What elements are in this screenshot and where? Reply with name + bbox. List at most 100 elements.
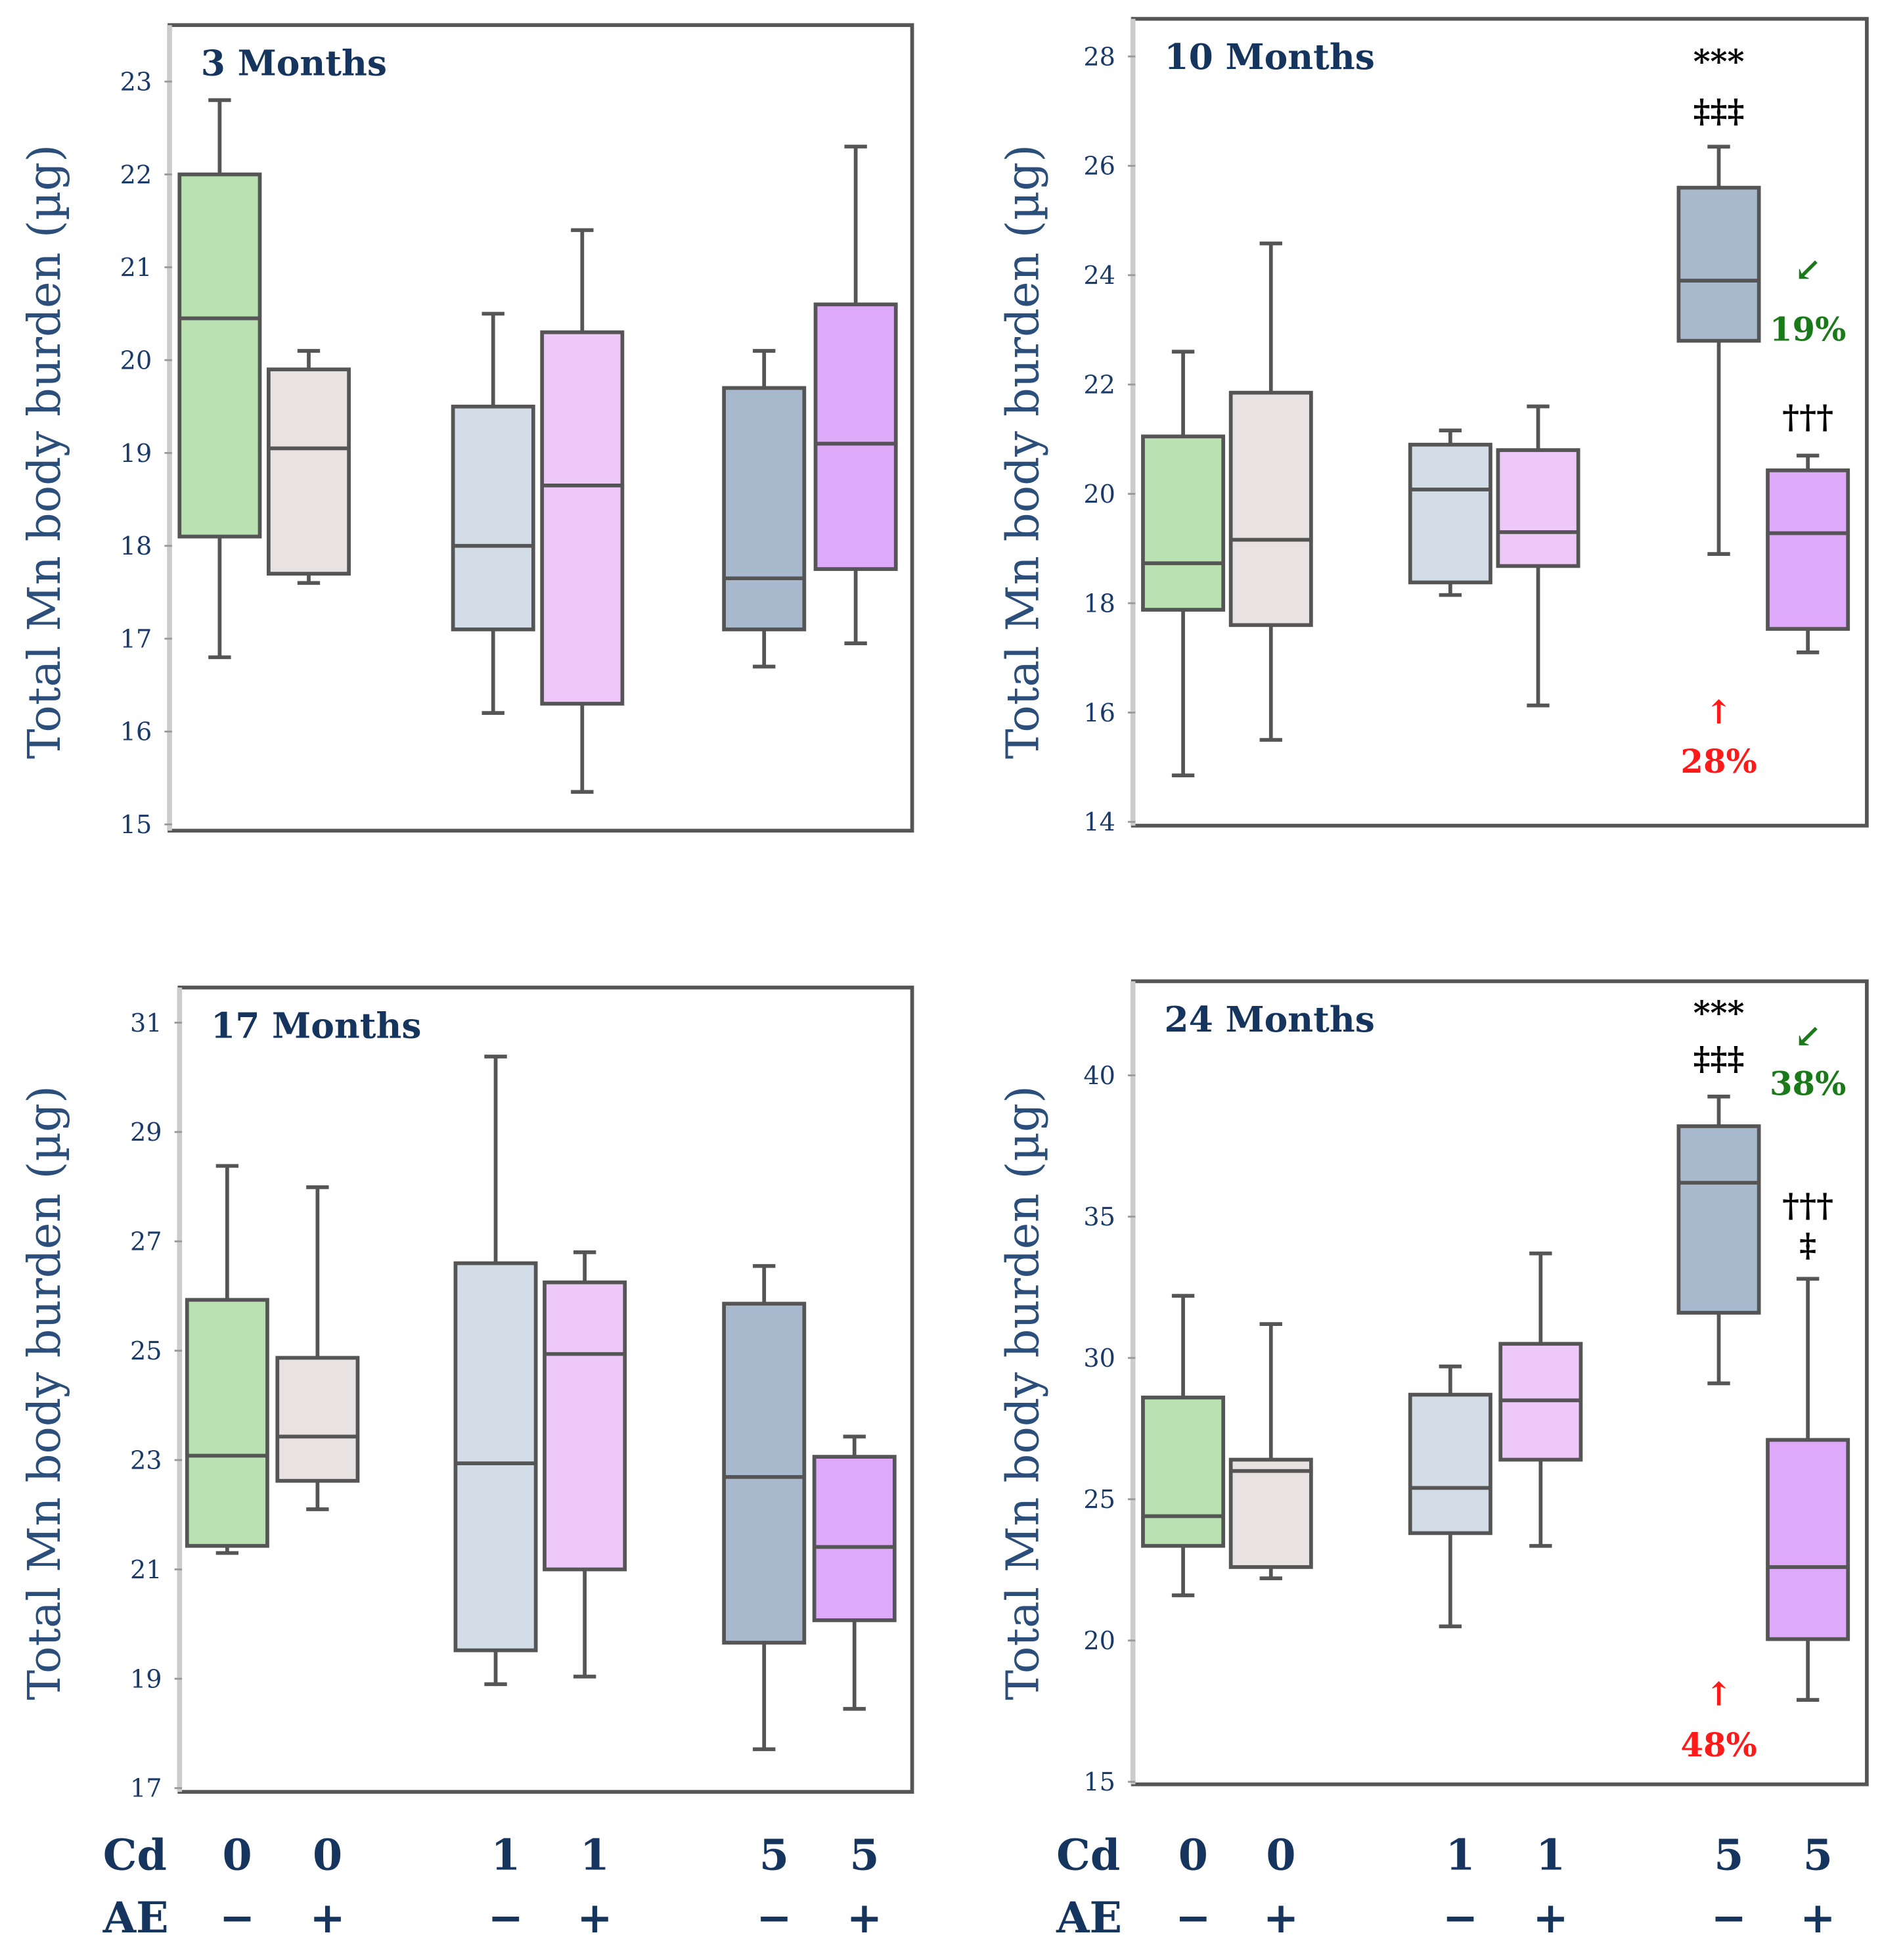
panel-1: 15 16 17 18 19 20 21 22 23 Total Mn body burden (… (18, 23, 914, 840)
significance-annotation: 48% (1680, 1725, 1757, 1764)
panel-title: 10 Months (1164, 36, 1374, 78)
y-tick-label: 19 (120, 440, 152, 468)
box-group-cd1-noae (1408, 428, 1492, 597)
significance-annotation: 19% (1770, 310, 1846, 349)
significance-annotation: ↑ (1705, 1675, 1733, 1714)
iqr-box (1228, 1457, 1313, 1569)
significance-annotation: *** (1693, 42, 1745, 81)
x-tick-cd: 1 (491, 1830, 520, 1880)
box-group-cd5-ae (813, 145, 898, 645)
x-tick-ae: − (1711, 1893, 1747, 1943)
y-tick-label: 24 (1083, 262, 1115, 290)
box-group-cd1-noae (451, 311, 535, 715)
iqr-box (1766, 468, 1850, 631)
significance-annotation: ↙ (1794, 250, 1822, 288)
significance-annotation: ††† (1782, 398, 1833, 436)
x-row-label-ae: AE (102, 1893, 169, 1943)
iqr-box (1676, 185, 1761, 343)
x-row-label-cd: Cd (103, 1830, 167, 1880)
y-tick-label: 22 (120, 161, 152, 190)
y-tick-label: 18 (1083, 589, 1115, 618)
box-group-cd0-ae (267, 349, 351, 585)
x-tick-cd: 5 (759, 1830, 789, 1880)
x-tick-ae: − (1175, 1893, 1211, 1943)
x-tick-ae: + (577, 1893, 612, 1943)
iqr-box (1408, 442, 1492, 585)
y-tick-label: 27 (130, 1228, 162, 1257)
box-group-cd5-noae (1676, 145, 1761, 557)
iqr-box (453, 1261, 538, 1652)
iqr-box (540, 330, 625, 706)
y-tick-label: 26 (1083, 152, 1115, 181)
iqr-box (1766, 1438, 1850, 1641)
box-group-cd0-noae (177, 98, 262, 660)
box-group-cd0-noae (1141, 350, 1226, 778)
y-tick-label: 25 (1083, 1486, 1115, 1515)
y-tick-label: 35 (1083, 1203, 1115, 1232)
x-tick-cd: 0 (223, 1830, 252, 1880)
x-tick-ae: + (1263, 1893, 1299, 1943)
iqr-box (813, 302, 898, 571)
y-tick-label: 19 (130, 1665, 162, 1694)
y-tick-label: 15 (120, 811, 152, 840)
box-group-cd5-ae (1766, 453, 1850, 654)
significance-annotation: 28% (1680, 742, 1757, 781)
y-tick-label: 23 (120, 68, 152, 97)
y-tick-label: 14 (1083, 808, 1115, 837)
y-tick-label: 40 (1083, 1062, 1115, 1091)
y-axis-label: Total Mn body burden (µg) (18, 1085, 71, 1700)
y-tick-label: 28 (1083, 43, 1115, 72)
x-tick-cd: 1 (1536, 1830, 1565, 1880)
box-group-cd1-ae (1496, 404, 1580, 708)
box-group-cd5-ae (812, 1434, 897, 1711)
iqr-box (1141, 1396, 1226, 1548)
box-group-cd5-noae (722, 349, 807, 669)
box-group-cd5-noae (722, 1264, 807, 1752)
x-tick-ae: + (309, 1893, 345, 1943)
box-group-cd1-ae (540, 228, 625, 794)
y-axis-label: Total Mn body burden (µg) (18, 145, 71, 759)
box-group-cd0-noae (185, 1164, 269, 1555)
y-tick-label: 23 (130, 1446, 162, 1475)
y-tick-label: 20 (120, 346, 152, 375)
box-group-cd0-ae (1228, 1322, 1313, 1581)
x-tick-ae: − (219, 1893, 255, 1943)
y-tick-label: 21 (130, 1556, 162, 1585)
significance-annotation: *** (1693, 993, 1745, 1032)
box-group-cd1-ae (1498, 1251, 1583, 1548)
x-tick-cd: 5 (1803, 1830, 1833, 1880)
x-row-label-ae: AE (1056, 1893, 1122, 1943)
x-tick-ae: + (1800, 1893, 1835, 1943)
y-tick-label: 20 (1083, 1627, 1115, 1656)
iqr-box (1676, 1124, 1761, 1315)
y-tick-label: 20 (1083, 480, 1115, 509)
x-tick-cd: 1 (580, 1830, 610, 1880)
y-tick-label: 30 (1083, 1344, 1115, 1373)
box-group-cd1-noae (1408, 1364, 1492, 1629)
panel-3: 17 19 21 23 25 27 29 31 Total Mn body burden (µg… (18, 986, 914, 1943)
iqr-box (185, 1298, 269, 1548)
iqr-box (1496, 448, 1580, 568)
x-tick-cd: 5 (1714, 1830, 1743, 1880)
significance-annotation: ††† (1782, 1186, 1833, 1225)
significance-annotation: ↙ (1794, 1016, 1822, 1055)
x-tick-ae: + (847, 1893, 882, 1943)
significance-annotation: ‡‡‡ (1693, 91, 1745, 130)
iqr-box (812, 1455, 897, 1622)
box-group-cd5-noae (1676, 1095, 1761, 1386)
box-group-cd0-ae (1228, 241, 1313, 742)
significance-annotation: ↑ (1705, 693, 1733, 731)
box-group-cd5-ae (1766, 1277, 1850, 1702)
y-tick-label: 16 (1083, 699, 1115, 728)
panel-title: 3 Months (201, 43, 387, 84)
y-tick-label: 15 (1083, 1768, 1115, 1797)
box-group-cd0-ae (275, 1185, 360, 1511)
x-tick-cd: 5 (849, 1830, 879, 1880)
iqr-box (451, 404, 535, 631)
x-tick-ae: − (488, 1893, 524, 1943)
iqr-box (722, 386, 807, 631)
significance-annotation: ‡‡‡ (1693, 1039, 1745, 1078)
y-tick-label: 29 (130, 1118, 162, 1147)
panel-title: 24 Months (1164, 999, 1374, 1040)
